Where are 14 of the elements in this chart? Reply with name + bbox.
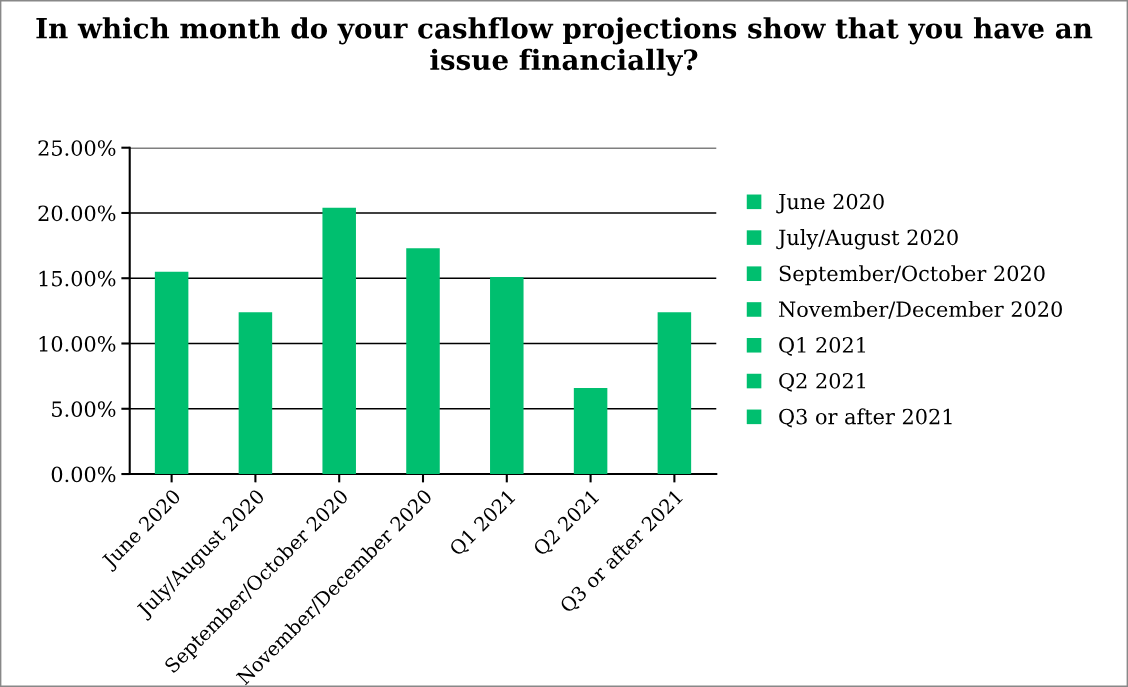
- y-tick-label: 20.00%: [38, 205, 116, 222]
- y-tick-label: 15.00%: [39, 270, 116, 287]
- y-tick-label: 25.00%: [38, 140, 116, 156]
- legend-label: Q3 or after 2021: [779, 408, 952, 428]
- legend-label: July/August 2020: [776, 229, 958, 250]
- y-tick-label: 0.00%: [51, 466, 116, 483]
- chart-title: In which month do your cashflow projections show that you have an issue financially?: [36, 17, 1093, 76]
- y-tick-label: 5.00%: [52, 401, 116, 417]
- legend-label: November/December 2020: [779, 300, 1062, 319]
- legend-label: Q2 2021: [779, 372, 866, 392]
- y-tick-label: 10.00%: [39, 335, 116, 352]
- legend-label: Q1 2021: [779, 337, 866, 356]
- legend-label: September/October 2020: [779, 265, 1045, 286]
- legend-label: June 2020: [776, 193, 884, 214]
